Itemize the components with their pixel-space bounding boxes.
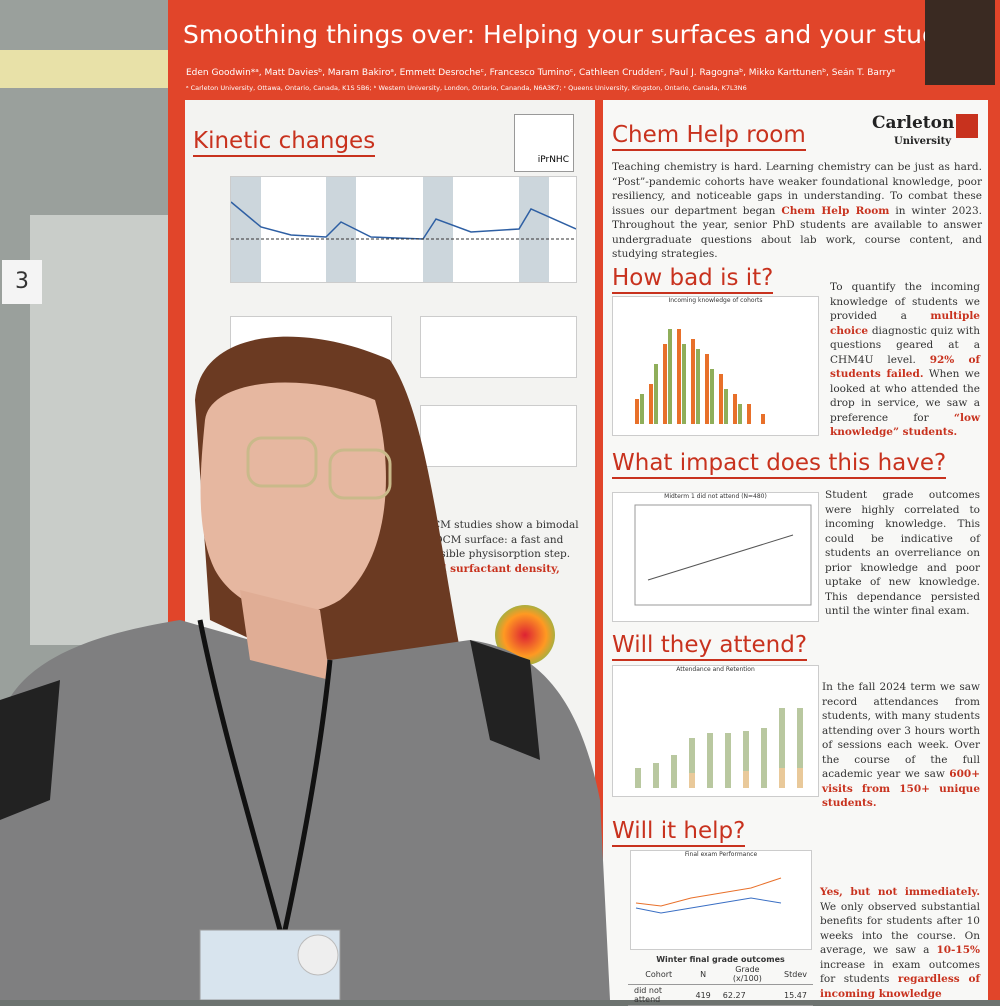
text: 92% of students failed. <box>830 353 981 381</box>
lace-sleeve <box>470 640 540 760</box>
text: Teaching chemistry is hard. Learning che… <box>612 161 982 217</box>
logo-text: University <box>894 136 952 147</box>
chem-help-text: Teaching chemistry is hard. Learning che… <box>612 160 982 262</box>
text: “low knowledge” students. <box>830 411 980 439</box>
text: regardless of incoming knowledge <box>820 973 980 1000</box>
kinetic-chart <box>230 176 577 283</box>
glasses <box>246 436 318 488</box>
poster-affiliations: ᵃ Carleton University, Ottawa, Ontario, … <box>186 84 747 92</box>
building <box>30 215 170 645</box>
impact-chart: Midterm 1 did not attend (N=480) <box>612 492 819 622</box>
text: in winter 2023. Throughout the year, sen… <box>612 204 982 261</box>
text: In the fall 2024 term we saw record atte… <box>822 681 980 780</box>
chart-title: Incoming knowledge of cohorts <box>668 297 763 304</box>
lines <box>635 877 782 914</box>
neck <box>240 590 330 680</box>
text: We only observed substantial benefits fo… <box>820 900 980 957</box>
lanyard <box>197 619 333 931</box>
section-heading: Will it help? <box>612 818 746 847</box>
bars <box>635 329 765 424</box>
impact-text: Student grade outcomes were highly corre… <box>825 488 980 619</box>
text: Student grade outcomes were highly corre… <box>825 489 980 617</box>
poster-authors: Eden Goodwin*ᵃ, Matt Daviesᵇ, Maram Baki… <box>186 68 896 78</box>
help-text: Yes, but not immediately. We only observ… <box>820 885 980 1001</box>
molecule-box: iPrNHC <box>514 114 574 172</box>
text: To quantify the incoming knowledge of st… <box>830 281 980 322</box>
text: Yes, but not immediately. <box>820 886 980 898</box>
text: diagnostic quiz with questions geared at… <box>830 324 980 366</box>
ceiling-light <box>0 50 170 88</box>
shirt <box>0 620 610 1000</box>
text: 600+ visits from 150+ unique students. <box>822 768 980 809</box>
chart-title: Midterm 1 did not attend (N=480) <box>664 493 767 500</box>
text: increase in exam outcomes for students <box>820 958 980 986</box>
chart-title: Final exam Performance <box>684 851 758 858</box>
section-heading: Chem Help room <box>612 122 806 151</box>
how-bad-chart: Incoming knowledge of cohorts <box>612 296 819 436</box>
table-title: Winter final grade outcomes <box>656 955 785 964</box>
text: 10-15% <box>936 944 980 956</box>
text: N <box>689 964 717 985</box>
text: When we looked at who attended the drop … <box>830 368 980 424</box>
glasses <box>328 448 392 500</box>
stacked-bars <box>635 708 803 788</box>
chart-title: Attendance and Retention <box>676 666 755 673</box>
text: multiple choice <box>830 310 980 337</box>
text: Cohort <box>628 964 690 985</box>
lace-sleeve <box>0 680 60 820</box>
how-bad-text: To quantify the incoming knowledge of st… <box>830 280 980 440</box>
attend-text: In the fall 2024 term we saw record atte… <box>822 680 980 811</box>
text: Stdev <box>778 964 813 985</box>
kinetic-chart-c <box>420 316 577 378</box>
room-sign: 3 <box>2 260 42 304</box>
button-pin <box>297 934 339 976</box>
section-heading: Will they attend? <box>612 632 808 661</box>
trend <box>634 504 812 606</box>
logo: Carleton University <box>872 115 954 150</box>
logo-crest <box>956 114 978 138</box>
attend-chart: Attendance and Retention <box>612 665 819 797</box>
headshot <box>925 0 995 85</box>
section-heading: How bad is it? <box>612 265 774 294</box>
section-heading: Kinetic changes <box>193 128 376 157</box>
help-chart: Final exam Performance <box>630 850 812 950</box>
kinetic-chart-e <box>420 405 577 467</box>
logo-text: Carleton <box>872 113 955 133</box>
poster-title: Smoothing things over: Helping your surf… <box>183 20 992 49</box>
text: Grade (x/100) <box>716 964 779 985</box>
text: Chem Help Room <box>781 204 890 217</box>
kinetic-plot <box>230 177 577 282</box>
face <box>200 382 386 614</box>
section-heading: What impact does this have? <box>612 450 947 479</box>
text-line: ance QCM studies show a bimodal <box>395 519 579 531</box>
